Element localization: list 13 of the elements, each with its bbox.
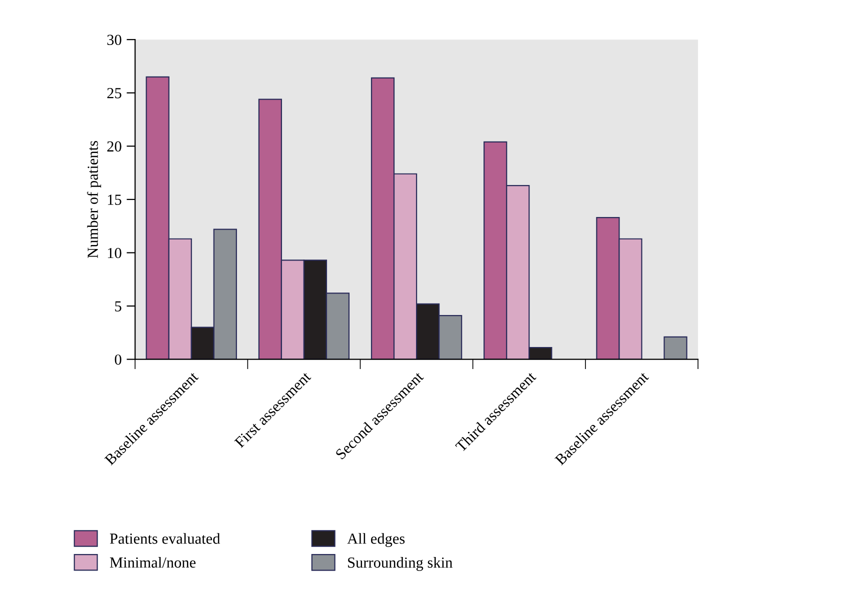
y-tick-label: 5 [115,301,122,312]
y-tick-label: 10 [108,248,122,258]
y-axis-title: Number of patients [87,141,102,258]
legend-label: Minimal/none [110,556,196,568]
bar [664,336,688,360]
y-tick-label: 0 [114,354,122,365]
legend-label: Patients evaluated [110,533,220,544]
y-tick-label: 20 [107,141,122,152]
legend-label: All edges [347,533,405,547]
y-tick-label: 25 [107,88,122,98]
legend-label: Surrounding skin [348,556,452,571]
y-tick-label: 30 [107,34,122,46]
y-tick-label: 15 [108,194,122,205]
